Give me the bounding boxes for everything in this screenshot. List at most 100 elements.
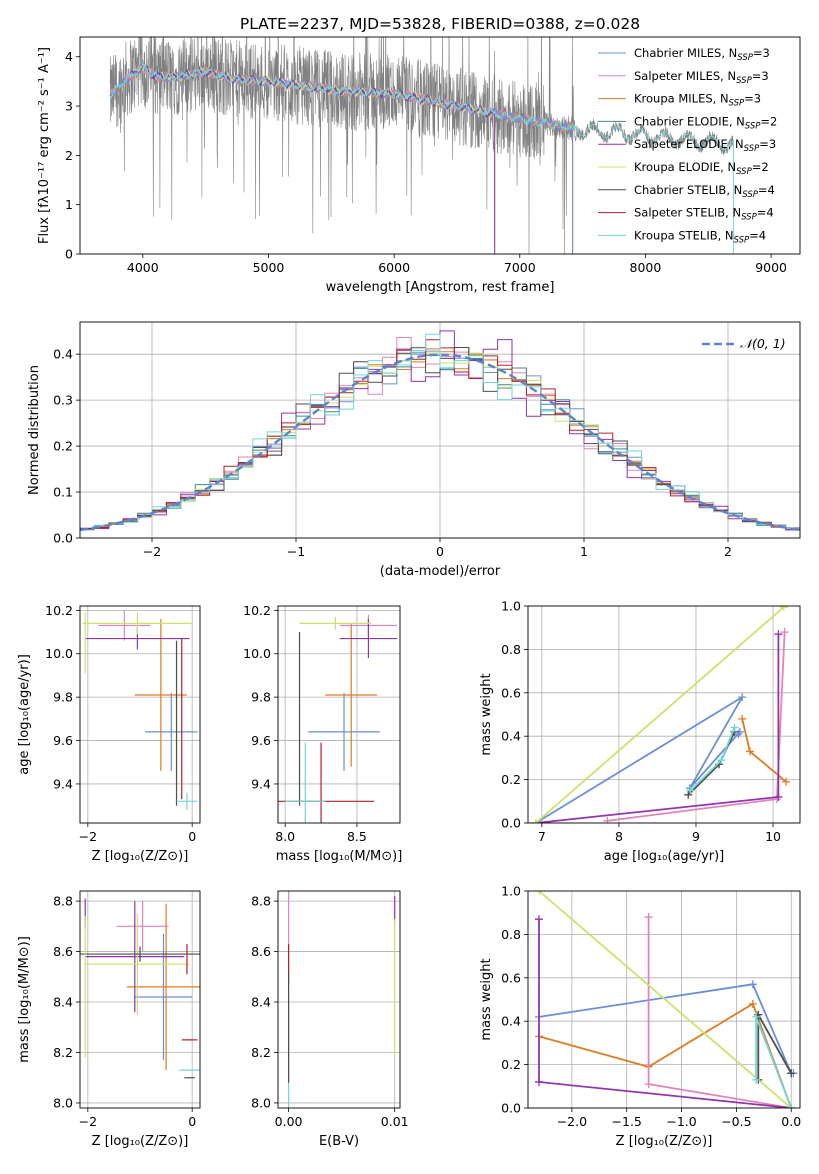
y-tick-label: 9.6 — [53, 733, 73, 748]
spectrum-model-line — [109, 61, 734, 254]
weight_vs_age-axes: 7 8 9 10 0.0 0.2 0.4 0.6 0.8 1.0 age [log₁₀(age/yr… — [479, 599, 801, 864]
legend-sub: SSP — [734, 235, 750, 245]
weight-point-marker — [787, 1069, 796, 1078]
legend-entry: Salpeter STELIB, NSSP=4 — [634, 206, 774, 223]
age_vs_mass-plot-area — [278, 606, 400, 823]
residuals-plot-area — [80, 322, 800, 538]
mass_vs_z-axes: −2 0 8.0 8.2 8.4 8.6 8.8 Z [log₁₀(Z/Z⊙)] mass [l… — [17, 890, 201, 1149]
y-tick-label: 0.4 — [53, 347, 73, 362]
y-tick-label: 0.3 — [53, 393, 73, 408]
legend-name: Chabrier STELIB, N — [634, 183, 742, 197]
x-tick-label: 9000 — [755, 260, 787, 275]
y-tick-label: 10.2 — [243, 603, 271, 618]
legend-sub: SSP — [729, 99, 745, 109]
age_vs_mass-frame — [277, 605, 401, 824]
weight-point-marker — [782, 777, 791, 786]
mass_vs_z-frame — [79, 890, 201, 1109]
weight-point-marker — [603, 816, 612, 823]
y-axis-label: age [log₁₀(age/yr)] — [17, 654, 32, 775]
errorbar-point — [145, 692, 198, 771]
legend-tail: =3 — [753, 46, 770, 60]
weight-point-marker — [774, 630, 783, 639]
x-axis-label: Z [log₁₀(Z/Z⊙)] — [92, 1134, 189, 1149]
age_vs_mass-axes: 8.0 8.5 9.4 9.6 9.8 10.0 10.2 mass [log₁₀(M/M⊙)… — [243, 603, 402, 864]
weight-series-line — [647, 917, 792, 1108]
legend-entry: Chabrier STELIB, NSSP=4 — [634, 183, 775, 200]
weight-point-marker — [752, 1075, 761, 1084]
legend-name: Salpeter STELIB, N — [634, 206, 741, 220]
y-axis-label: mass weight — [479, 958, 494, 1040]
y-tick-label: 0.4 — [501, 729, 521, 744]
y-tick-label: 1.0 — [501, 884, 521, 899]
mass_vs_ebv-plot-area — [278, 891, 400, 1108]
age_vs_z-axes: −2 0 9.4 9.6 9.8 10.0 10.2 Z [log₁₀(Z/Z⊙)] age [… — [17, 603, 201, 864]
x-axis-label: Z [log₁₀(Z/Z⊙)] — [616, 1134, 713, 1149]
legend-name: Chabrier ELODIE, N — [634, 114, 745, 128]
weight-point-marker — [780, 628, 789, 637]
legend-sub: SSP — [742, 190, 758, 200]
legend-entry: Kroupa ELODIE, NSSP=2 — [634, 160, 769, 177]
y-tick-label: 0.0 — [501, 816, 521, 831]
residuals-axes: −2 −1 0 1 2 0.0 0.1 0.2 0.3 0.4 (data-model)/error… — [27, 321, 801, 579]
spectrum-frame — [79, 36, 801, 255]
y-axis-label: mass [log₁₀(M/M⊙)] — [17, 936, 32, 1063]
weight-point-marker — [534, 915, 543, 924]
y-tick-label: 8.8 — [53, 894, 73, 909]
errorbar-point — [339, 619, 398, 659]
x-tick-label: −1.0 — [666, 1114, 696, 1129]
weight_vs_age-frame — [527, 605, 801, 824]
legend-sub: SSP — [744, 144, 760, 154]
spectrum-model-line — [129, 62, 496, 254]
legend-entry: Chabrier MILES, NSSP=3 — [634, 46, 770, 63]
legend-sub: SSP — [737, 53, 753, 63]
y-tick-label: 0.2 — [501, 772, 521, 787]
x-tick-label: −2 — [143, 544, 161, 559]
y-tick-label: 0 — [65, 247, 73, 262]
legend-name: Chabrier MILES, N — [634, 46, 737, 60]
x-tick-label: 8000 — [630, 260, 662, 275]
y-tick-label: 8.0 — [251, 1095, 271, 1110]
errorbar-point — [308, 692, 380, 771]
y-tick-label: 0.4 — [501, 1014, 521, 1029]
x-tick-label: 2 — [724, 544, 732, 559]
spectrum-plot-area — [109, 37, 734, 254]
errorbar-point — [285, 742, 326, 823]
y-tick-label: 10.0 — [243, 646, 271, 661]
y-tick-label: 8.8 — [251, 894, 271, 909]
y-tick-label: 0.2 — [501, 1057, 521, 1072]
errorbar-point — [299, 616, 372, 630]
legend-tail: =4 — [758, 183, 775, 197]
x-axis-label: mass [log₁₀(M/M⊙)] — [276, 849, 403, 864]
errorbar-point — [80, 946, 200, 962]
x-tick-label: 0.01 — [381, 1114, 409, 1129]
x-tick-label: −2 — [79, 1114, 97, 1129]
weight_vs_z-plot-area — [528, 891, 800, 1108]
legend-name: Kroupa MILES, N — [634, 92, 729, 106]
x-tick-label: 8.0 — [275, 829, 295, 844]
legend-entry: Kroupa MILES, NSSP=3 — [634, 92, 761, 109]
y-tick-label: 8.2 — [251, 1045, 271, 1060]
legend-entry: Kroupa STELIB, NSSP=4 — [634, 228, 766, 245]
weight-series-line — [538, 1002, 793, 1108]
weight-series-line — [538, 891, 792, 1108]
x-tick-label: 4000 — [127, 260, 159, 275]
errorbar-point — [176, 792, 198, 810]
y-tick-label: 8.0 — [53, 1095, 73, 1110]
y-tick-label: 8.4 — [251, 995, 271, 1010]
y-tick-label: 9.6 — [251, 733, 271, 748]
y-tick-label: 0.8 — [501, 642, 521, 657]
weight-point-marker — [748, 980, 757, 989]
y-tick-label: 8.4 — [53, 995, 73, 1010]
y-tick-label: 0.8 — [501, 927, 521, 942]
weight-point-marker — [787, 1104, 796, 1108]
legend-sub: SSP — [741, 213, 757, 223]
weight-series-line — [757, 1011, 792, 1080]
x-tick-label: 0 — [188, 829, 196, 844]
legend-sub: SSP — [736, 167, 752, 177]
y-tick-label: 8.6 — [53, 944, 73, 959]
x-tick-label: 7000 — [504, 260, 536, 275]
legend-tail: =2 — [752, 160, 769, 174]
y-tick-label: 1.0 — [501, 599, 521, 614]
x-tick-label: 8 — [615, 829, 623, 844]
